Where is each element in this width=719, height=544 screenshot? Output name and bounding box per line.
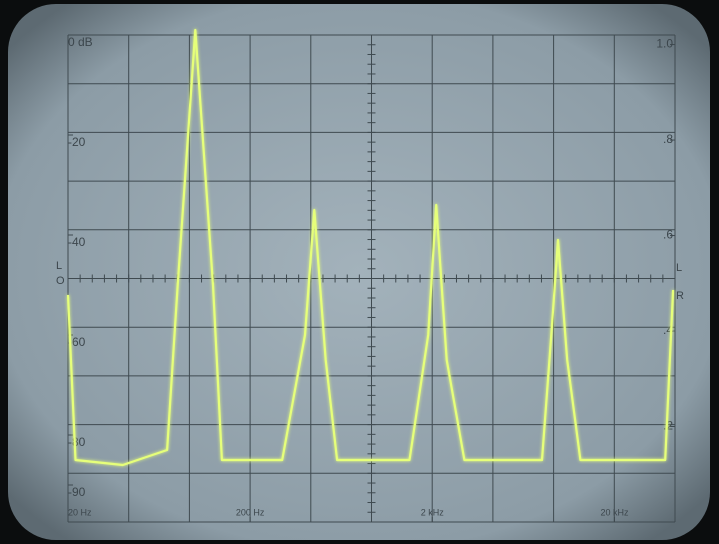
x-tick-label: 20 Hz <box>68 507 92 517</box>
y-tick-label: -60 <box>68 335 86 349</box>
side-label: L <box>56 260 62 272</box>
x-tick-label: 2 kHz <box>421 507 445 517</box>
y-tick-label: -20 <box>68 135 86 149</box>
y2-tick-label: .6 <box>663 228 673 242</box>
trace-layer <box>66 28 675 467</box>
y2-tick-label: .8 <box>663 132 673 146</box>
y2-tick-label: 1.0 <box>656 37 673 51</box>
y-tick-label: -40 <box>68 235 86 249</box>
spectrum-trace <box>66 28 675 467</box>
side-label: L <box>676 262 682 274</box>
y2-tick-label: .4 <box>663 323 673 337</box>
x-tick-label: 200 Hz <box>236 507 265 517</box>
side-label: O <box>56 275 65 287</box>
axes: 0 dB -20 -40 -60 -80 -90 1.0 .8 .6 .4 .2 20 Hz 200 H… <box>56 34 684 522</box>
y2-tick-label: .2 <box>663 419 673 433</box>
side-label: R <box>676 290 684 302</box>
y-tick-label: -90 <box>68 485 86 499</box>
screen <box>8 4 710 540</box>
x-tick-label: 20 kHz <box>600 507 629 517</box>
y-tick-label: -80 <box>68 435 86 449</box>
y-tick-label: 0 dB <box>68 35 93 49</box>
